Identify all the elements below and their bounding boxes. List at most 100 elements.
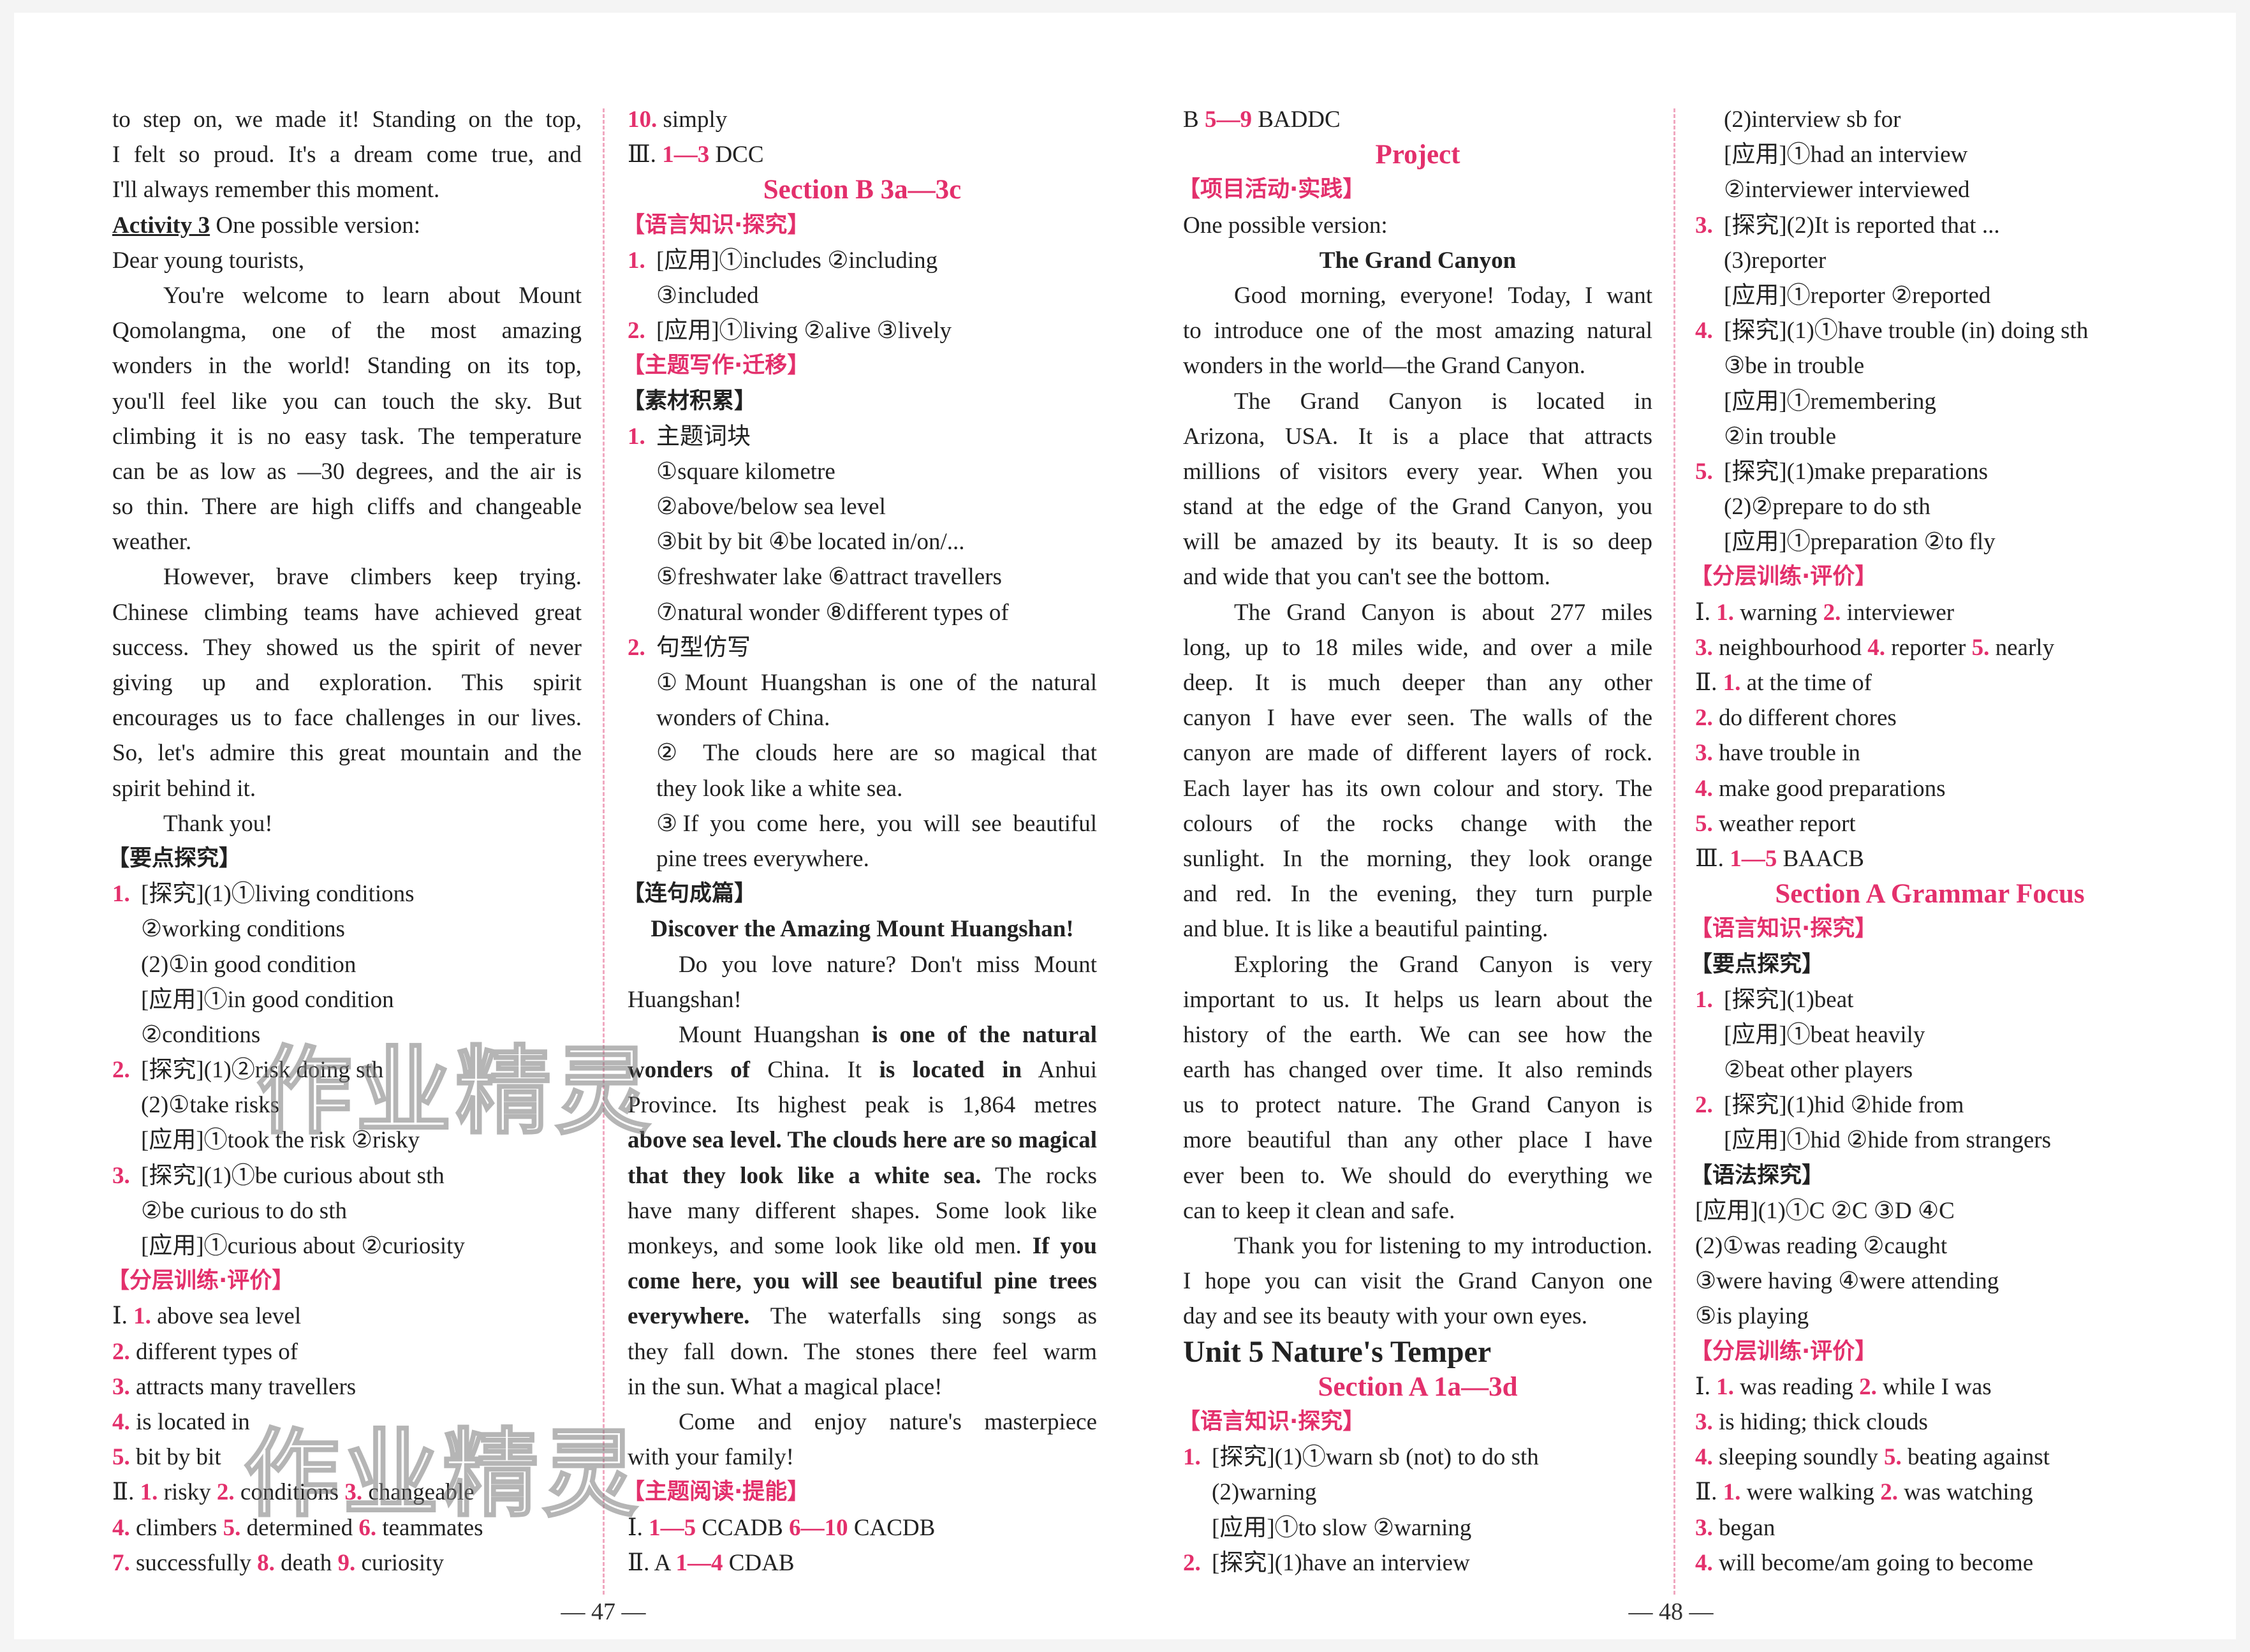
item-number: 1. [1723,1479,1741,1506]
text-line: 3. began [1695,1510,2165,1545]
text-segment: Ⅰ. [112,1303,134,1330]
bold-phrase: come here, you will see beautiful pine t… [628,1268,1097,1295]
text-line: 5. weather report [1695,806,2165,841]
text-segment: Ⅲ. [1695,845,1730,872]
text-segment: different types of [129,1338,298,1365]
text-line: Arizona, USA. It is a place that attract… [1183,423,1652,450]
text-line: colours of the rocks change with the [1183,810,1652,837]
bold-phrase: is located in [879,1057,1022,1084]
text-line: You're welcome to learn about Mount [163,282,582,309]
section-heading: 【项目活动·实践】 [1178,177,1365,203]
text-line: and red. In the evening, they turn purpl… [1183,881,1652,908]
text-line: Activity 3 One possible version: [112,208,582,243]
text-line: Ⅰ. 1. was reading 2. while I was [1695,1369,2165,1405]
text-line: 5. bit by bit [112,1440,582,1475]
item-number: 3. [112,1373,130,1400]
text-line: will be amazed by its beauty. It is so d… [1183,529,1652,556]
text-line: sunlight. In the morning, they look oran… [1183,845,1652,872]
text-segment: sleeping soundly [1712,1444,1884,1471]
text-line: wonders in the world! Standing on its to… [112,353,582,380]
text-segment: [探究](1)make preparations [1724,458,1989,485]
item-number: 1—5 [1730,845,1777,872]
text-segment: One possible version: [210,212,420,239]
text-line: 4. climbers 5. determined 6. teammates [112,1510,582,1545]
item-number: 1. [112,881,130,908]
text-segment: warning [1733,599,1823,626]
text-line: history of the earth. We can see how the [1183,1021,1652,1048]
item-number: 5. [1971,634,1990,661]
item-number: 1. [133,1303,151,1330]
text-line: weather. [112,529,192,556]
text-segment: [探究](1)①living conditions [141,881,415,908]
column-3: B 5—9 BADDC Project 【项目活动·实践】 One possible … [1178,102,1652,1581]
text-line: Thank you! [163,810,273,837]
text-line: have many different shapes. Some look li… [628,1197,1097,1224]
text-segment: simply [657,107,728,133]
answer-line: [应用]①reporter ②reported [1724,282,1991,309]
text-line: 4. sleeping soundly 5. beating against [1695,1440,2165,1475]
text-segment: The rocks [981,1162,1098,1189]
item-number: 3. [344,1479,363,1506]
item-number: 9. [337,1549,356,1576]
answer-line: (3)reporter [1724,247,1827,274]
section-heading: 【分层训练·评价】 [107,1268,295,1294]
text-line: Ⅱ. 1. risky 2. conditions 3. changeable [112,1475,582,1510]
subsection-heading: 【要点探究】 [1690,951,1825,977]
text-line: 2. do different chores [1695,700,2165,735]
answer-line: ③bit by bit ④be located in/on/... [656,529,965,556]
text-segment: risky [158,1479,217,1506]
column-divider [1673,108,1675,1595]
item-number: 6—10 [789,1514,848,1541]
answer-line: (2)warning [1212,1479,1317,1506]
numbered-item: 1. [探究](1)①living conditions [112,876,582,911]
column-divider [603,108,605,1595]
unit-title: Unit 5 Nature's Temper [1183,1334,1492,1369]
text-segment: Ⅲ. [628,142,663,168]
numbered-item: 2. [探究](1)hid ②hide from [1695,1088,2165,1123]
answer-line: ②working conditions [141,916,345,943]
text-segment: climbers [129,1514,223,1541]
item-number: 5. [1695,810,1713,837]
answer-line: [应用]①hid ②hide from strangers [1724,1127,2052,1154]
text-line: to step on, we made it! Standing on the … [112,107,582,133]
text-line: Chinese climbing teams have achieved gre… [112,599,582,626]
text-segment: CDAB [723,1549,795,1576]
text-segment: Mount Huangshan [679,1021,872,1048]
text-line: Come and enjoy nature's masterpiece [679,1408,1097,1435]
text-line: and wide that you can't see the bottom. [1183,564,1550,591]
text-segment: neighbourhood [1712,634,1868,661]
text-segment: bit by bit [129,1444,221,1471]
text-segment: [探究](2)It is reported that ... [1724,212,2000,239]
item-number: 1—3 [662,142,710,168]
answer-line: they look like a white sea. [656,775,903,802]
text-line: 4. make good preparations [1695,771,2165,806]
text-segment: [探究](1)①be curious about sth [141,1162,445,1189]
item-number: 4. [112,1408,130,1435]
item-number: 10. [628,107,658,133]
answer-line: [应用]①preparation ②to fly [1724,529,1996,556]
text-line: above sea level. The clouds here are so … [628,1123,1097,1158]
item-number: 5—9 [1204,107,1252,133]
item-number: 5. [1695,458,1713,485]
item-number: 3. [1695,1408,1713,1435]
text-line: more beautiful than any other place I ha… [1183,1127,1652,1154]
numbered-item: 1. [探究](1)beat [1695,982,2165,1017]
text-line: spirit behind it. [112,775,256,802]
answer-line: [应用]①to slow ②warning [1212,1514,1472,1541]
item-number: 3. [1695,1514,1713,1541]
text-line: 2. different types of [112,1334,582,1369]
section-heading: 【语言知识·探究】 [622,212,810,238]
text-line: can be as low as —30 degrees, and the ai… [112,458,582,485]
activity-label: Activity 3 [112,212,210,239]
text-segment: attracts many travellers [129,1373,357,1400]
text-line: Each layer has its own colour and story.… [1183,775,1652,802]
text-line: Ⅱ. A 1—4 CDAB [628,1545,1097,1581]
text-segment: changeable [362,1479,474,1506]
answer-line: [应用]①took the risk ②risky [141,1127,420,1154]
item-number: 5. [1883,1444,1902,1471]
item-number: 5. [112,1444,130,1471]
text-line: Qomolangma, one of the most amazing [112,318,582,344]
numbered-item: 2. [应用]①living ②alive ③lively [628,313,1097,348]
text-segment: make good preparations [1712,775,1946,802]
column-4: (2)interview sb for [应用]①had an interview… [1690,102,2165,1581]
